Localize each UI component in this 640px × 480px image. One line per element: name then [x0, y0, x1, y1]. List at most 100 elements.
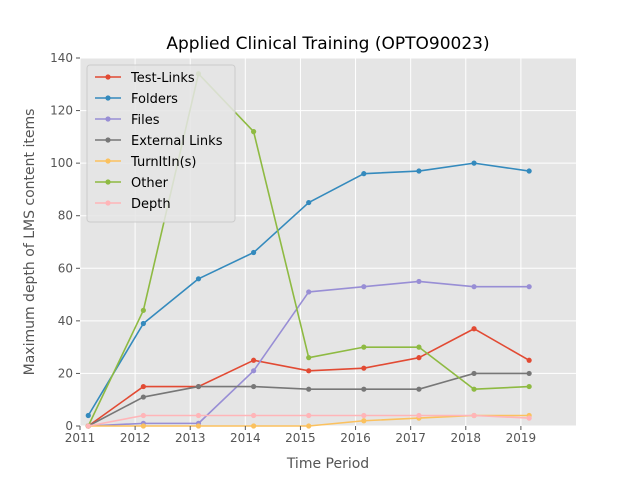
data-point-other [306, 355, 312, 361]
legend-label: Other [131, 176, 169, 191]
y-tick-label: 80 [58, 209, 73, 223]
data-point-folders [306, 199, 312, 206]
data-point-folders [195, 276, 202, 282]
y-tick-label: 100 [50, 156, 73, 170]
data-point-test-links [251, 357, 257, 363]
data-point-other [140, 307, 146, 313]
legend-marker [105, 95, 111, 101]
legend-label: External Links [131, 134, 223, 149]
data-point-external-links [306, 386, 312, 392]
data-point-folders [416, 168, 422, 174]
legend-marker [105, 158, 111, 164]
data-point-folders [471, 160, 477, 166]
data-point-depth [251, 412, 257, 419]
data-point-external-links [471, 370, 477, 377]
legend-marker [105, 116, 111, 122]
y-tick-label: 140 [50, 51, 73, 65]
x-tick-label: 2012 [120, 431, 151, 445]
data-point-depth [416, 412, 422, 419]
data-point-turnitin-s [306, 423, 312, 429]
y-tick-label: 20 [58, 366, 73, 380]
data-point-external-links [195, 383, 202, 390]
y-tick-label: 60 [58, 261, 73, 275]
data-point-other [526, 383, 532, 390]
data-point-depth [85, 423, 91, 429]
data-point-other [361, 344, 367, 350]
data-point-test-links [526, 357, 532, 363]
data-point-files [416, 278, 422, 285]
data-point-folders [85, 412, 91, 419]
legend-label: TurnItIn(s) [130, 155, 196, 170]
data-point-external-links [526, 370, 532, 377]
data-point-depth [306, 412, 312, 419]
data-point-files [306, 289, 312, 295]
data-point-test-links [306, 368, 312, 374]
x-tick-label: 2019 [506, 431, 537, 445]
data-point-other [251, 129, 257, 135]
data-point-turnitin-s [195, 423, 202, 429]
x-tick-label: 2015 [285, 431, 316, 445]
data-point-folders [526, 168, 532, 174]
data-point-folders [140, 320, 146, 327]
legend-item-folders: Folders [95, 92, 178, 107]
data-point-external-links [251, 383, 257, 390]
data-point-test-links [361, 365, 367, 371]
legend-item-external-links: External Links [95, 134, 223, 149]
y-axis-ticks: 0 20 40 60 80 100 120 140 [50, 51, 80, 433]
data-point-files [471, 284, 477, 290]
data-point-turnitin-s [361, 418, 367, 424]
legend-item-files: Files [95, 113, 160, 128]
data-point-files [251, 368, 257, 374]
data-point-test-links [140, 383, 146, 390]
x-axis-label: Time Period [286, 456, 369, 472]
legend-label: Folders [131, 92, 178, 107]
data-point-turnitin-s [140, 423, 146, 429]
data-point-depth [361, 412, 367, 419]
legend-item-turnitin-s: TurnItIn(s) [95, 155, 196, 170]
legend-item-depth: Depth [95, 197, 171, 212]
y-axis-label: Maximum depth of LMS content items [22, 109, 38, 376]
legend-marker [105, 200, 111, 206]
y-tick-label: 40 [58, 314, 73, 328]
data-point-folders [361, 171, 367, 177]
series-folders [85, 160, 532, 419]
grid-lines [79, 57, 576, 427]
legend-item-other: Other [95, 176, 169, 191]
legend: Test-Links Folders Files External Links Turn… [86, 64, 236, 223]
data-point-depth [195, 412, 202, 419]
legend-marker [105, 74, 111, 80]
data-point-folders [251, 249, 257, 256]
x-tick-label: 2013 [175, 431, 206, 445]
x-tick-label: 2014 [230, 431, 261, 445]
data-point-external-links [140, 394, 146, 400]
legend-box [86, 64, 236, 223]
legend-marker [105, 137, 111, 143]
data-point-external-links [416, 386, 422, 392]
chart-title: Applied Clinical Training (OPTO90023) [166, 34, 489, 54]
series-layer [85, 71, 532, 429]
data-point-depth [471, 412, 477, 419]
data-point-files [526, 284, 532, 290]
data-point-external-links [361, 386, 367, 392]
data-point-turnitin-s [251, 423, 257, 429]
data-point-other [416, 344, 422, 350]
y-tick-label: 0 [65, 419, 73, 433]
x-axis-ticks: 2011 2012 2013 2014 2015 2016 2017 2018 2019 [65, 426, 536, 445]
legend-item-test-links: Test-Links [95, 71, 195, 86]
x-tick-label: 2016 [340, 431, 371, 445]
data-point-depth [140, 412, 146, 419]
legend-label: Files [131, 113, 160, 128]
x-tick-label: 2018 [451, 431, 482, 445]
legend-label: Depth [131, 197, 171, 212]
x-tick-label: 2017 [395, 431, 426, 445]
data-point-test-links [471, 326, 477, 332]
legend-label: Test-Links [130, 71, 195, 86]
series-depth [85, 412, 532, 429]
data-point-files [361, 284, 367, 290]
data-point-depth [526, 415, 532, 421]
y-tick-label: 120 [50, 104, 73, 118]
x-tick-label: 2011 [65, 431, 96, 445]
data-point-test-links [416, 355, 422, 361]
legend-marker [105, 179, 111, 185]
